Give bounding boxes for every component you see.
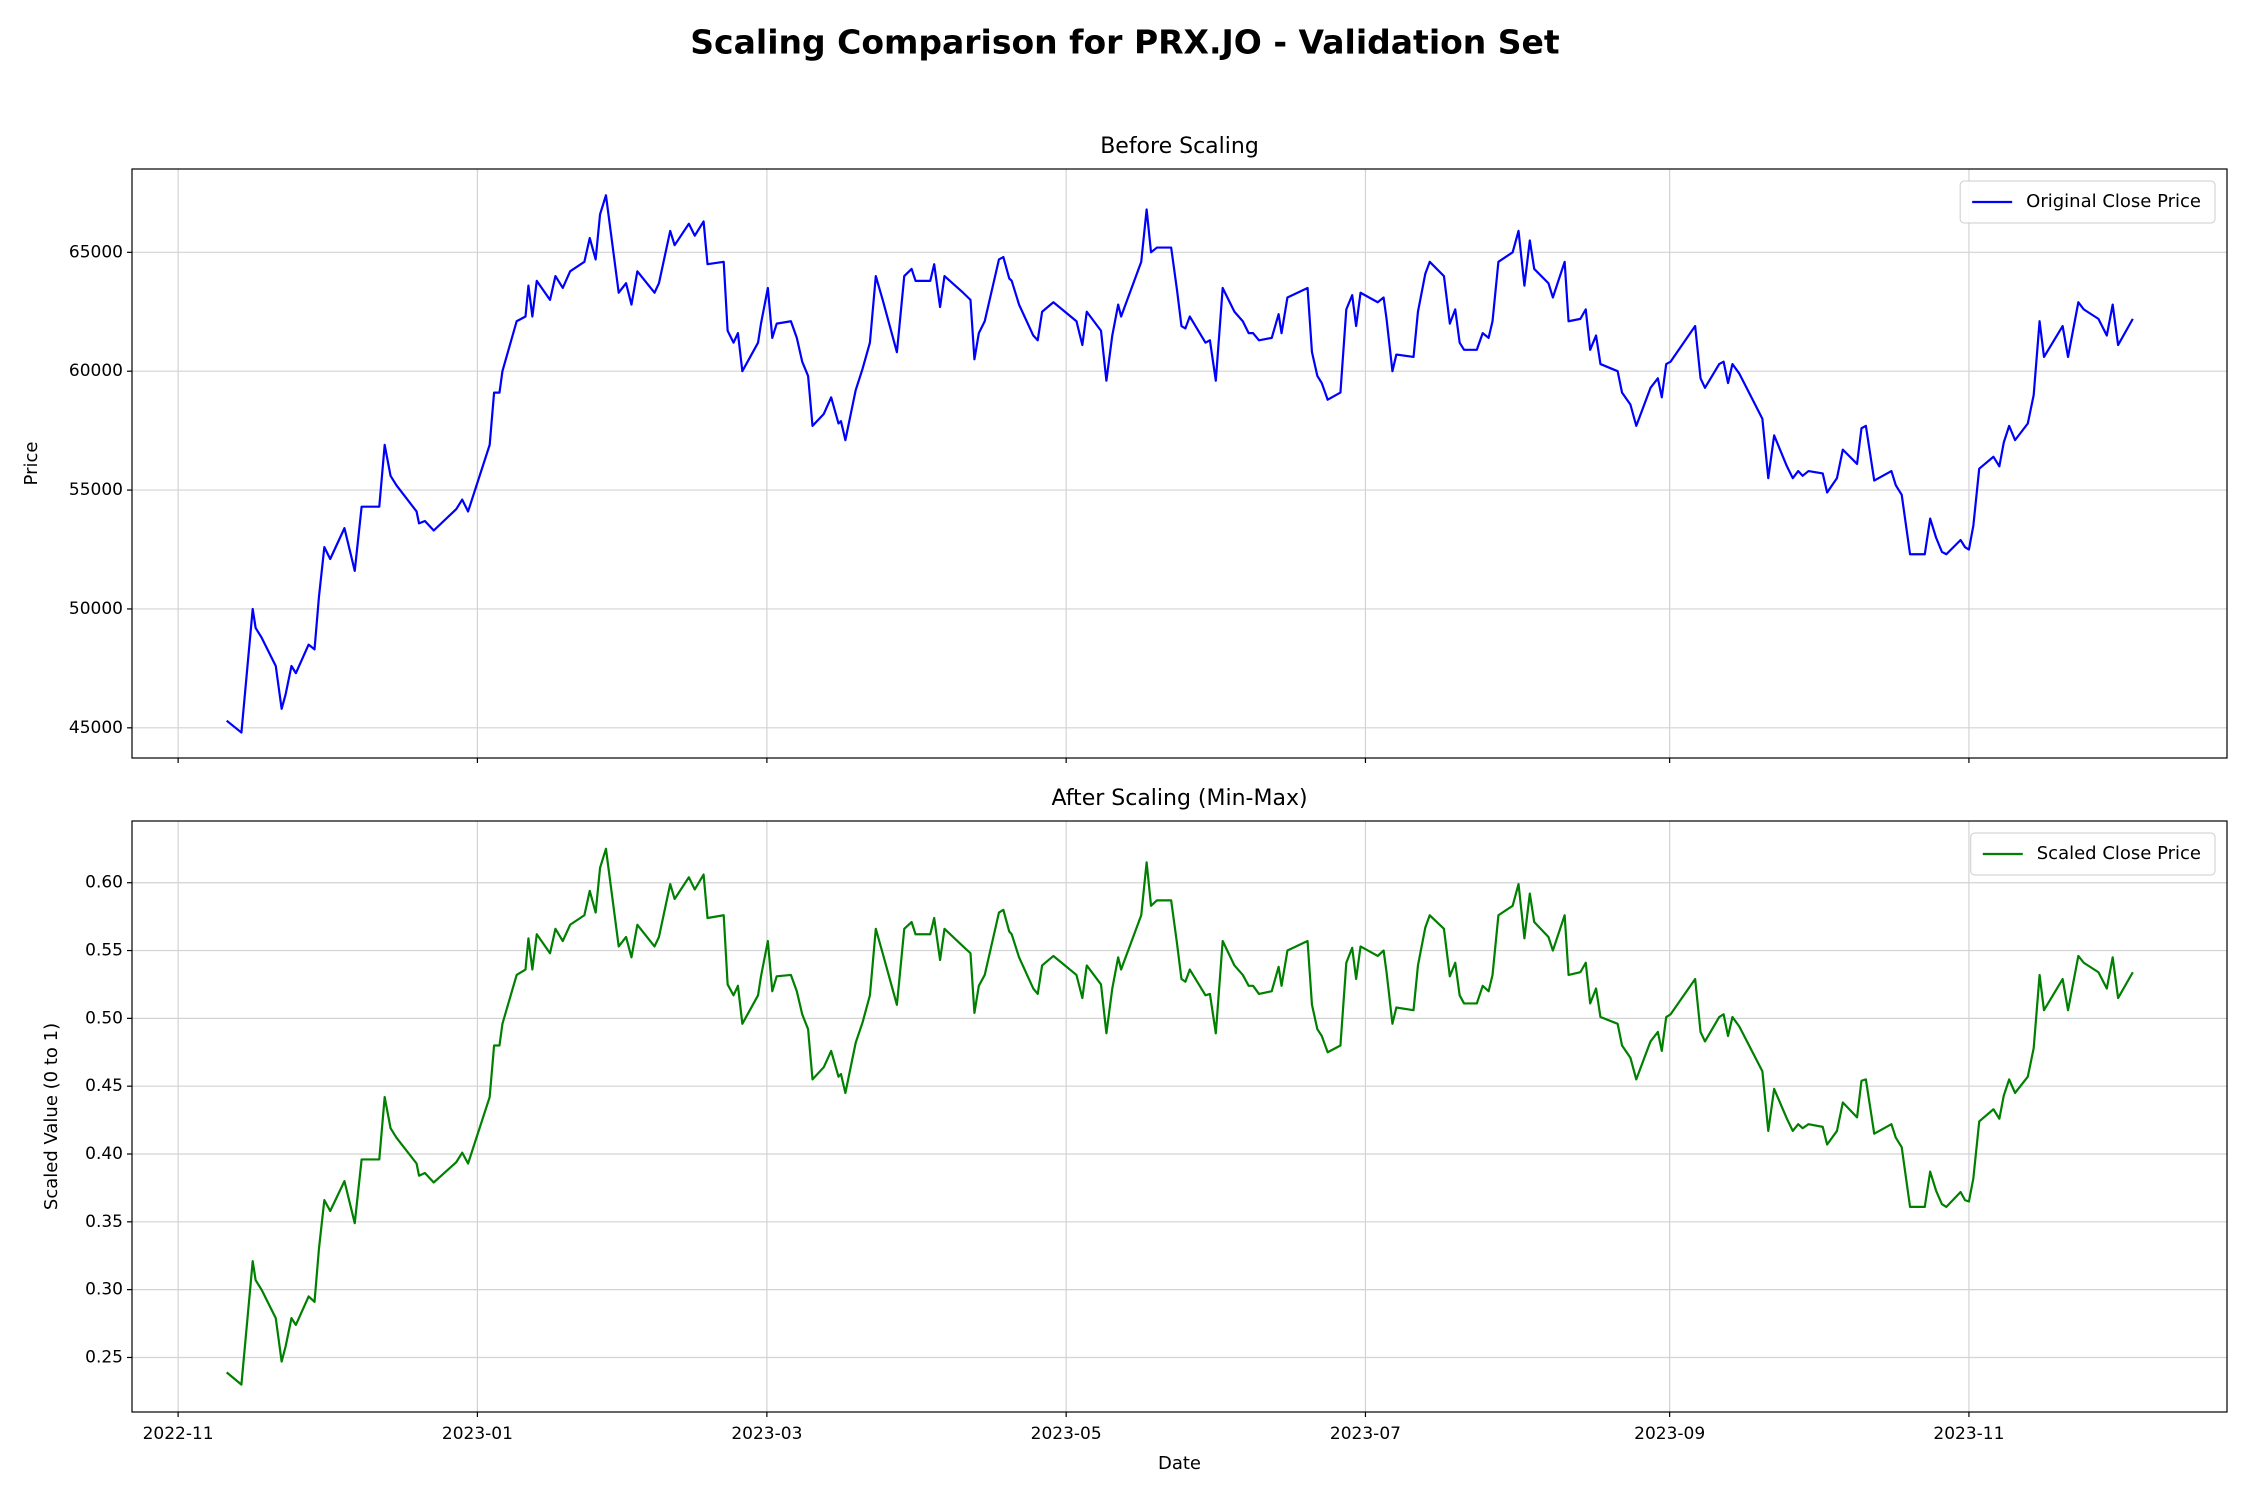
- y-axis-label: Scaled Value (0 to 1): [41, 1023, 62, 1210]
- y-tick-label: 60000: [69, 361, 123, 381]
- plot-frame: [131, 168, 2228, 759]
- legend-box: [1959, 180, 2216, 224]
- x-tick-label: 2023-03: [731, 1424, 802, 1444]
- y-tick-label: 0.50: [85, 1008, 123, 1028]
- y-tick-label: 0.55: [85, 941, 123, 961]
- y-tick-label: 65000: [69, 242, 123, 262]
- legend: Scaled Close Price: [1970, 832, 2216, 876]
- subplot: 2022-11 2023-01 2023-03 2023-05 2023-07 2023-…: [41, 786, 2228, 1474]
- y-tick-label: 0.45: [85, 1076, 123, 1096]
- x-tick-label: 2023-05: [1031, 1424, 1102, 1444]
- x-tick-label: 2022-11: [143, 1424, 214, 1444]
- data-line: [225, 847, 2134, 1386]
- y-tick-label: 0.60: [85, 873, 123, 893]
- y-tick-label: 45000: [69, 718, 123, 738]
- x-axis-label: Date: [1158, 1453, 1201, 1474]
- legend: Original Close Price: [1959, 180, 2216, 224]
- y-tick-label: 50000: [69, 599, 123, 619]
- y-tick-label: 0.30: [85, 1280, 123, 1300]
- y-axis-label: Price: [21, 442, 42, 486]
- plot-frame: [131, 820, 2228, 1413]
- subplot: 45000 50000 55000 60000 65000 Before Scaling P…: [21, 134, 2228, 763]
- x-tick-label: 2023-09: [1634, 1424, 1705, 1444]
- x-tick-label: 2023-07: [1330, 1424, 1401, 1444]
- data-line: [225, 194, 2134, 734]
- y-tick-label: 0.40: [85, 1144, 123, 1164]
- legend-box: [1970, 832, 2216, 876]
- y-tick-label: 55000: [69, 480, 123, 500]
- legend-label: Scaled Close Price: [2037, 843, 2201, 864]
- y-tick-label: 0.25: [85, 1347, 123, 1367]
- legend-label: Original Close Price: [2026, 191, 2201, 212]
- figure-title: Scaling Comparison for PRX.JO - Validati…: [690, 23, 1560, 62]
- subplot-title: Before Scaling: [1100, 134, 1259, 159]
- y-tick-label: 0.35: [85, 1212, 123, 1232]
- x-tick-label: 2023-01: [442, 1424, 513, 1444]
- x-tick-label: 2023-11: [1933, 1424, 2004, 1444]
- subplot-title: After Scaling (Min-Max): [1051, 786, 1307, 811]
